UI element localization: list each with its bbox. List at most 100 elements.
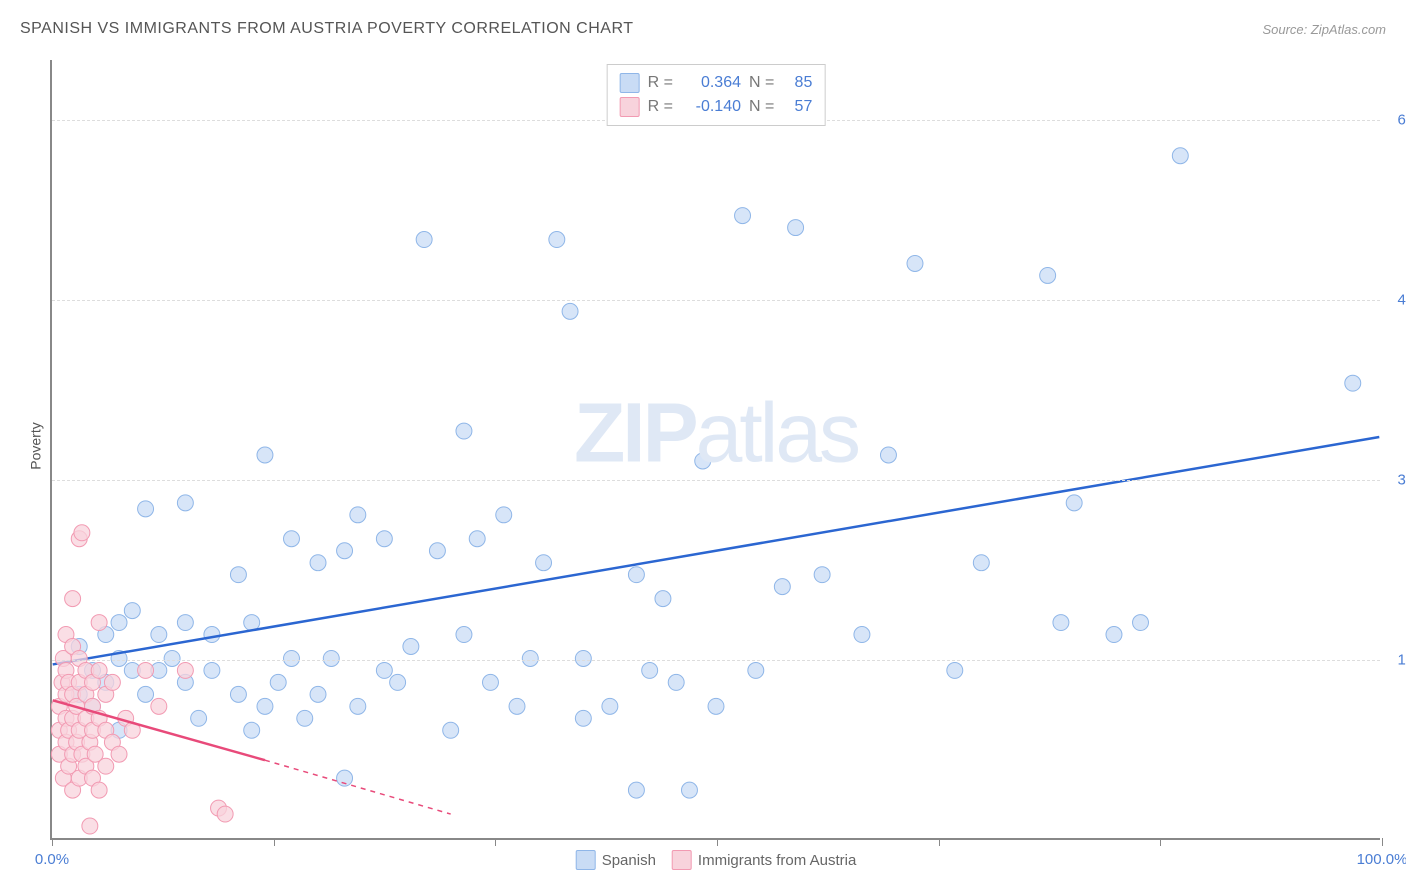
scatter-point [456, 423, 472, 439]
scatter-point [748, 662, 764, 678]
scatter-point [297, 710, 313, 726]
scatter-point [628, 567, 644, 583]
scatter-point [469, 531, 485, 547]
n-label: N = [749, 98, 774, 116]
trend-line-dashed [265, 760, 451, 814]
ytick-label: 30.0% [1385, 472, 1406, 489]
scatter-point [98, 758, 114, 774]
scatter-point [1345, 375, 1361, 391]
legend-swatch-spanish [620, 73, 640, 93]
chart-title: SPANISH VS IMMIGRANTS FROM AUSTRIA POVER… [20, 20, 634, 38]
n-value-spanish: 85 [782, 74, 812, 92]
gridline-h [52, 480, 1380, 481]
scatter-point [74, 525, 90, 541]
scatter-point [973, 555, 989, 571]
scatter-point [642, 662, 658, 678]
scatter-point [164, 650, 180, 666]
gridline-h [52, 300, 1380, 301]
scatter-point [1106, 627, 1122, 643]
scatter-point [230, 567, 246, 583]
xtick [274, 838, 275, 846]
scatter-point [509, 698, 525, 714]
r-label: R = [648, 98, 673, 116]
chart-plot-area: ZIPatlas R = 0.364 N = 85 R = -0.140 N =… [50, 60, 1380, 840]
scatter-point [244, 722, 260, 738]
scatter-point [177, 662, 193, 678]
ytick-label: 45.0% [1385, 292, 1406, 309]
source-label: Source: ZipAtlas.com [1262, 22, 1386, 37]
r-value-austria: -0.140 [681, 98, 741, 116]
scatter-point [1172, 148, 1188, 164]
scatter-point [310, 555, 326, 571]
series-legend: Spanish Immigrants from Austria [576, 850, 857, 870]
legend-bottom-swatch-austria [672, 850, 692, 870]
scatter-point [602, 698, 618, 714]
scatter-point [575, 710, 591, 726]
r-value-spanish: 0.364 [681, 74, 741, 92]
legend-bottom-swatch-spanish [576, 850, 596, 870]
scatter-point [270, 674, 286, 690]
legend-swatch-austria [620, 97, 640, 117]
scatter-point [257, 698, 273, 714]
scatter-point [695, 453, 711, 469]
legend-label-austria: Immigrants from Austria [698, 852, 856, 869]
scatter-point [350, 507, 366, 523]
scatter-point [907, 255, 923, 271]
scatter-point [429, 543, 445, 559]
xtick [1160, 838, 1161, 846]
scatter-point [217, 806, 233, 822]
scatter-point [138, 662, 154, 678]
scatter-point [628, 782, 644, 798]
scatter-point [668, 674, 684, 690]
scatter-point [91, 615, 107, 631]
scatter-point [681, 782, 697, 798]
legend-row-spanish: R = 0.364 N = 85 [620, 71, 813, 95]
scatter-point [310, 686, 326, 702]
xtick [52, 838, 53, 846]
scatter-point [483, 674, 499, 690]
scatter-point [376, 662, 392, 678]
scatter-point [880, 447, 896, 463]
scatter-point [104, 674, 120, 690]
scatter-point [456, 627, 472, 643]
scatter-point [230, 686, 246, 702]
scatter-point [735, 208, 751, 224]
scatter-point [111, 615, 127, 631]
correlation-legend: R = 0.364 N = 85 R = -0.140 N = 57 [607, 64, 826, 126]
xtick [939, 838, 940, 846]
scatter-point [284, 531, 300, 547]
ytick-label: 15.0% [1385, 652, 1406, 669]
scatter-point [536, 555, 552, 571]
legend-item-spanish: Spanish [576, 850, 656, 870]
legend-row-austria: R = -0.140 N = 57 [620, 95, 813, 119]
scatter-point [257, 447, 273, 463]
chart-svg [52, 60, 1380, 838]
gridline-h [52, 660, 1380, 661]
r-label: R = [648, 74, 673, 92]
scatter-point [65, 591, 81, 607]
scatter-point [1040, 267, 1056, 283]
scatter-point [562, 303, 578, 319]
scatter-point [443, 722, 459, 738]
scatter-point [82, 818, 98, 834]
scatter-point [91, 662, 107, 678]
scatter-point [549, 232, 565, 248]
scatter-point [854, 627, 870, 643]
scatter-point [151, 627, 167, 643]
scatter-point [708, 698, 724, 714]
scatter-point [1066, 495, 1082, 511]
scatter-point [138, 686, 154, 702]
scatter-point [151, 698, 167, 714]
scatter-point [177, 615, 193, 631]
xtick-label: 100.0% [1357, 851, 1406, 868]
scatter-point [814, 567, 830, 583]
n-value-austria: 57 [782, 98, 812, 116]
scatter-point [138, 501, 154, 517]
scatter-point [204, 662, 220, 678]
scatter-point [91, 782, 107, 798]
scatter-point [376, 531, 392, 547]
scatter-point [416, 232, 432, 248]
y-axis-label: Poverty [28, 422, 44, 469]
ytick-label: 60.0% [1385, 112, 1406, 129]
scatter-point [655, 591, 671, 607]
